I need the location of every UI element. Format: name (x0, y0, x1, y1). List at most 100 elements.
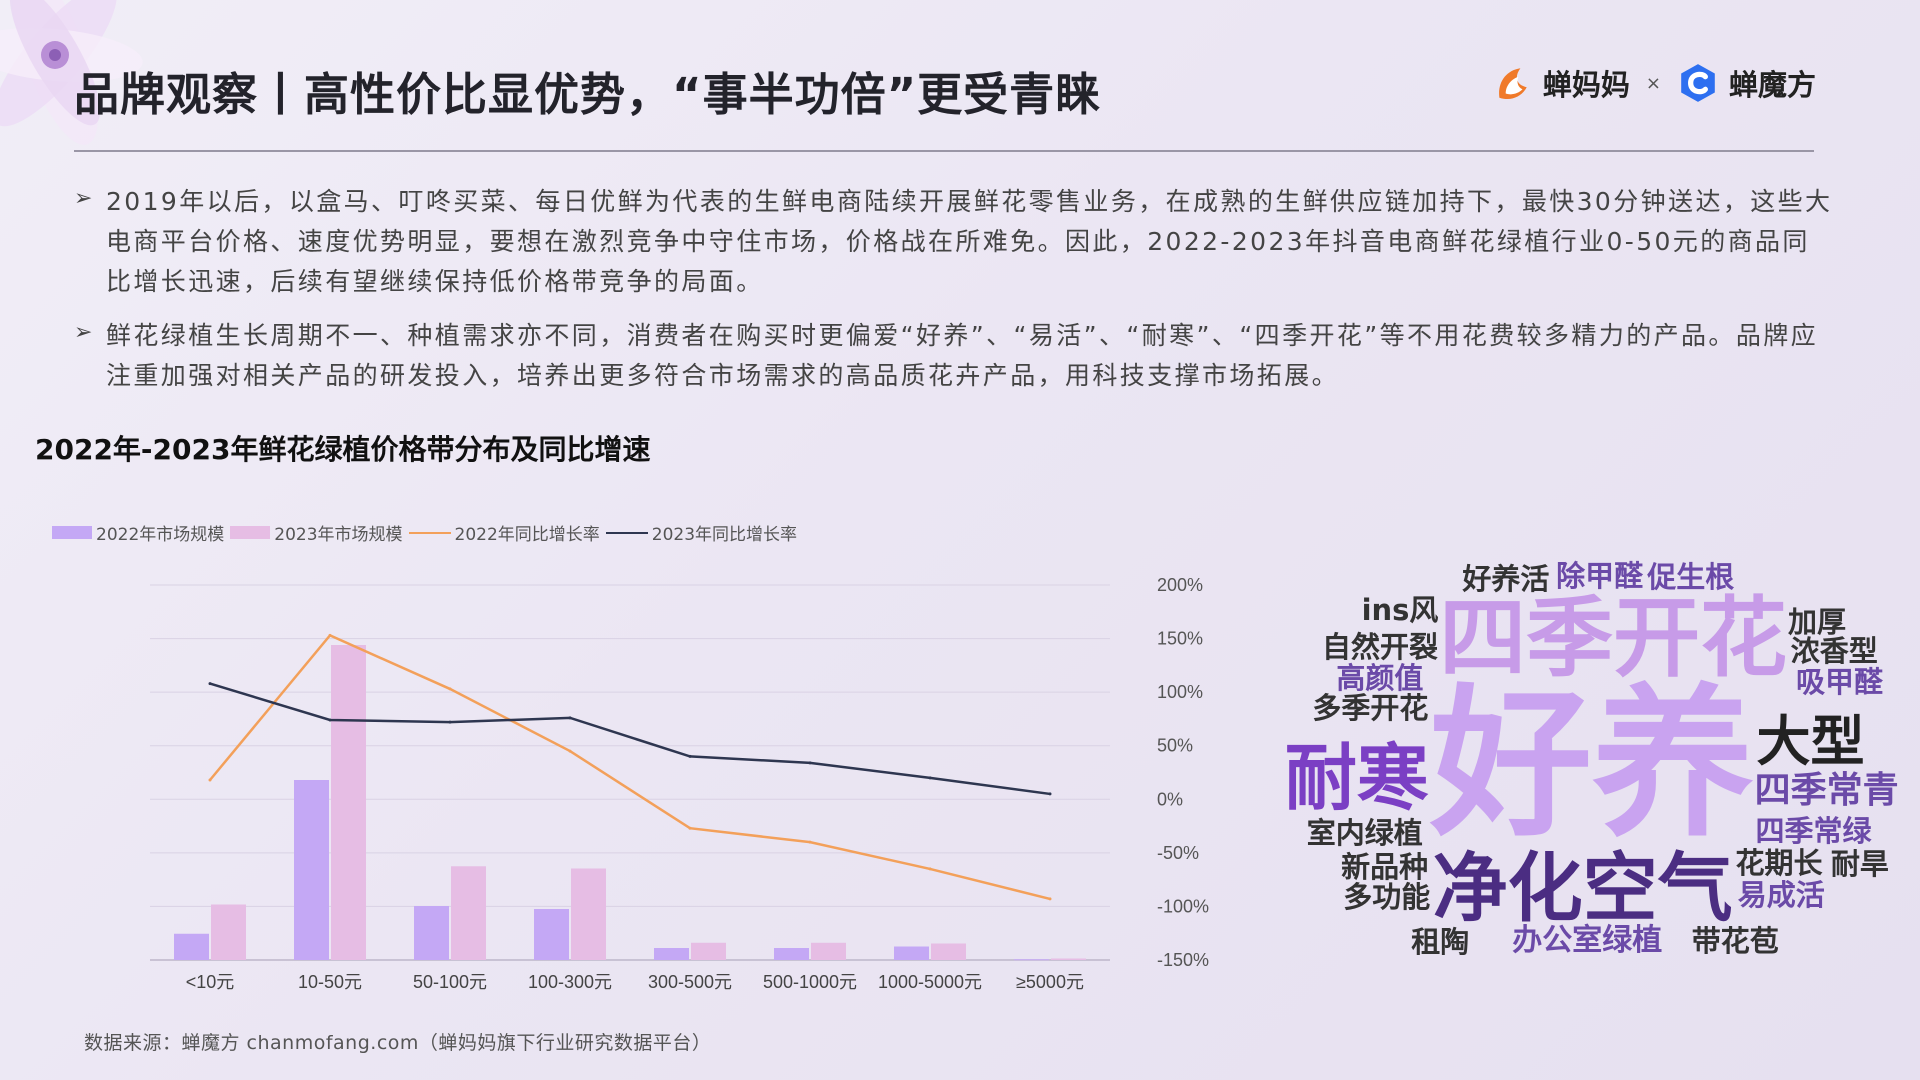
legend-swatch (605, 531, 648, 534)
bar-2022 (894, 946, 929, 960)
bar-2023 (331, 645, 366, 960)
word-cloud-word: 大型 (1756, 709, 1865, 773)
bar-2023 (451, 866, 486, 960)
right-axis-tick-label: -100% (1157, 896, 1209, 916)
title-divider (74, 150, 1814, 152)
word-cloud-word: 多季开花 (1312, 690, 1429, 725)
word-cloud-word: 加厚 (1788, 605, 1847, 640)
word-cloud-word: 耐旱 (1830, 846, 1889, 881)
bar-2022 (774, 948, 809, 960)
legend-item-2022-growth: 2022年同比增长率 (408, 520, 600, 545)
logo-separator: × (1645, 72, 1661, 94)
arrow-bullet-icon: ➢ (74, 186, 93, 211)
line-point (328, 718, 332, 722)
bar-2023 (571, 868, 606, 960)
line-point (808, 761, 812, 765)
line-point (688, 754, 692, 758)
legend-swatch (52, 526, 92, 539)
legend-item-2023-growth: 2023年同比增长率 (605, 520, 798, 545)
line-2022-growth (209, 633, 1051, 901)
price-band-chart: 200% 150% 100% 50% 0% -50% -100% -150% <10元 10-50… (150, 575, 1209, 992)
chanmama-logo-icon (1498, 68, 1527, 100)
word-cloud-word: 好养活 (1462, 562, 1550, 597)
word-cloud-word: 花期长 (1735, 846, 1823, 881)
word-cloud-word: 四季常绿 (1755, 814, 1872, 849)
legend-item-2023-size: 2023年市场规模 (230, 520, 403, 545)
right-axis-tick-label: 100% (1157, 682, 1203, 702)
bullet-item: ➢ 鲜花绿植生长周期不一、种植需求亦不同，消费者在购买时更偏爱“好养”、“易活”… (74, 316, 1834, 396)
word-cloud-word: 耐寒 (1284, 736, 1429, 821)
right-axis-tick-label: -50% (1157, 843, 1199, 863)
line-point (688, 826, 692, 830)
bullet-text: 鲜花绿植生长周期不一、种植需求亦不同，消费者在购买时更偏爱“好养”、“易活”、“… (106, 321, 1819, 390)
chanmofang-logo-text: 蝉魔方 (1728, 68, 1816, 102)
bullet-list: ➢ 2019年以后，以盒马、叮咚买菜、每日优鲜为代表的生鲜电商陆续开展鲜花零售业… (74, 182, 1834, 410)
line-point (928, 776, 932, 780)
keyword-word-cloud: 好养水培四季开花净化空气耐寒大型四季常青办公室绿植四季常绿多季开花花期长自然开裂… (1272, 555, 1912, 975)
chanmama-logo-text: 蝉妈妈 (1542, 68, 1630, 102)
data-source-note: 数据来源：蝉魔方 chanmofang.com（蝉妈妈旗下行业研究数据平台） (84, 1032, 712, 1054)
legend-item-2022-size: 2022年市场规模 (52, 520, 224, 545)
x-axis-tick-label: 100-300元 (528, 972, 612, 992)
line-point (208, 778, 212, 782)
right-axis-tick-label: 150% (1157, 629, 1203, 649)
legend-label: 2022年市场规模 (96, 525, 225, 545)
legend-label: 2022年同比增长率 (454, 525, 600, 545)
bar-2022 (534, 909, 569, 960)
bar-2022 (414, 906, 449, 960)
line-point (448, 687, 452, 691)
word-cloud-word: 带花苞 (1691, 923, 1779, 958)
bar-2023 (691, 942, 726, 960)
line-2023-growth (209, 682, 1051, 796)
word-cloud-word: 自然开裂 (1322, 629, 1439, 664)
x-axis-tick-label: 300-500元 (648, 972, 732, 992)
x-axis-tick-label: 500-1000元 (763, 972, 857, 992)
right-axis-tick-label: 200% (1157, 575, 1203, 595)
word-cloud-word: 高颜值 (1336, 661, 1424, 696)
line-point (568, 749, 572, 753)
x-axis-tick-label: <10元 (186, 972, 235, 992)
word-cloud-word: 四季开花 (1439, 587, 1788, 690)
legend-swatch (408, 531, 451, 534)
word-cloud-word: 好养 (1430, 671, 1754, 859)
legend-swatch (230, 526, 271, 539)
right-axis-tick-label: 0% (1157, 789, 1183, 809)
word-cloud-word: 多功能 (1343, 879, 1431, 914)
word-cloud-word: 除甲醛 (1556, 558, 1644, 593)
x-axis-tick-label: ≥5000元 (1016, 972, 1084, 992)
bar-2023 (1051, 958, 1086, 960)
bullet-item: ➢ 2019年以后，以盒马、叮咚买菜、每日优鲜为代表的生鲜电商陆续开展鲜花零售业… (74, 182, 1834, 302)
chart-title: 2022年-2023年鲜花绿植价格带分布及同比增速 (35, 433, 651, 466)
x-axis-tick-label: 50-100元 (413, 972, 487, 992)
line-point (568, 716, 572, 720)
legend-label: 2023年市场规模 (274, 525, 403, 545)
flower-decoration (0, 0, 143, 145)
bar-2022 (1014, 959, 1049, 961)
right-axis-tick-label: -150% (1157, 950, 1209, 970)
arrow-bullet-icon: ➢ (74, 320, 93, 345)
line-point (808, 840, 812, 844)
word-cloud-word: 室内绿植 (1306, 815, 1423, 850)
chart-legend: 2022年市场规模 2023年市场规模 2022年同比增长率 2023年同比增长… (52, 520, 803, 545)
word-cloud-word: 净化空气 (1432, 843, 1733, 932)
word-cloud-word: ins风 (1361, 592, 1439, 627)
line-point (448, 720, 452, 724)
bar-2023 (811, 942, 846, 960)
word-cloud-word: 易成活 (1737, 878, 1825, 913)
word-cloud-word: 促生根 (1647, 560, 1735, 595)
bar-2023 (931, 943, 966, 960)
line-point (328, 633, 332, 637)
bar-2022 (174, 933, 209, 960)
word-cloud-word: 办公室绿植 (1512, 923, 1663, 959)
chanmofang-logo-icon (1681, 64, 1715, 102)
word-cloud-word: 浓香型 (1790, 634, 1878, 669)
page-title: 品牌观察丨高性价比显优势，“事半功倍”更受青睐 (74, 68, 1102, 121)
word-cloud-word: 吸甲醛 (1796, 665, 1884, 699)
line-point (928, 867, 932, 871)
bullet-text: 2019年以后，以盒马、叮咚买菜、每日优鲜为代表的生鲜电商陆续开展鲜花零售业务，… (106, 187, 1833, 296)
bar-2022 (294, 780, 329, 960)
line-point (208, 682, 212, 686)
bar-2022 (654, 948, 689, 960)
line-point (1048, 792, 1052, 796)
legend-label: 2023年同比增长率 (651, 525, 798, 545)
